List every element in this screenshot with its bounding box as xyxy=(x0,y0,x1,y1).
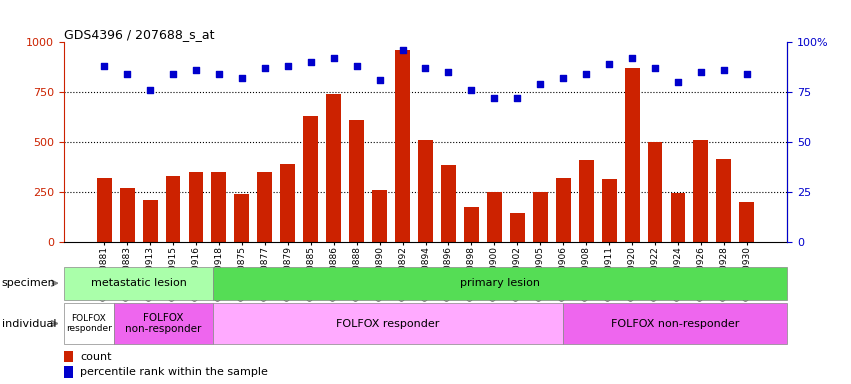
Point xyxy=(258,65,271,71)
Point xyxy=(212,71,226,77)
Point xyxy=(166,71,180,77)
Point xyxy=(442,69,455,75)
Bar xyxy=(211,172,226,242)
Point xyxy=(671,79,685,85)
Text: FOLFOX non-responder: FOLFOX non-responder xyxy=(611,318,740,329)
Bar xyxy=(234,194,249,242)
Point xyxy=(694,69,708,75)
Bar xyxy=(556,178,571,242)
Point xyxy=(488,95,501,101)
Bar xyxy=(257,172,272,242)
Point xyxy=(143,87,157,93)
Bar xyxy=(487,192,502,242)
Point xyxy=(97,63,111,69)
Bar xyxy=(625,68,640,242)
Text: individual: individual xyxy=(2,318,56,329)
Bar xyxy=(64,267,214,300)
Bar xyxy=(510,213,525,242)
Bar xyxy=(372,190,387,242)
Bar xyxy=(579,160,594,242)
Point xyxy=(327,55,340,61)
Bar xyxy=(64,351,73,362)
Point xyxy=(580,71,593,77)
Bar xyxy=(214,267,787,300)
Text: FOLFOX
non-responder: FOLFOX non-responder xyxy=(125,313,202,334)
Point xyxy=(740,71,754,77)
Text: count: count xyxy=(80,352,111,362)
Point xyxy=(625,55,639,61)
Point xyxy=(557,75,570,81)
Bar xyxy=(464,207,479,242)
Point xyxy=(717,67,731,73)
Point xyxy=(648,65,662,71)
Bar xyxy=(648,142,662,242)
Text: primary lesion: primary lesion xyxy=(460,278,540,288)
Bar xyxy=(97,178,111,242)
Bar xyxy=(303,116,318,242)
Point xyxy=(281,63,294,69)
Bar xyxy=(717,159,731,242)
Bar xyxy=(533,192,548,242)
Bar xyxy=(740,202,754,242)
Text: percentile rank within the sample: percentile rank within the sample xyxy=(80,367,268,377)
Point xyxy=(304,59,317,65)
Bar xyxy=(64,303,114,344)
Text: FOLFOX responder: FOLFOX responder xyxy=(336,318,440,329)
Point xyxy=(373,77,386,83)
Bar xyxy=(563,303,787,344)
Point xyxy=(534,81,547,87)
Point xyxy=(235,75,248,81)
Text: specimen: specimen xyxy=(2,278,55,288)
Bar xyxy=(418,140,433,242)
Bar xyxy=(143,200,157,242)
Bar xyxy=(694,140,708,242)
Bar xyxy=(441,165,456,242)
Point xyxy=(465,87,478,93)
Bar xyxy=(166,176,180,242)
Text: metastatic lesion: metastatic lesion xyxy=(91,278,186,288)
Bar xyxy=(114,303,214,344)
Bar xyxy=(671,193,685,242)
Point xyxy=(603,61,616,67)
Text: GDS4396 / 207688_s_at: GDS4396 / 207688_s_at xyxy=(64,28,214,41)
Point xyxy=(350,63,363,69)
Point xyxy=(189,67,203,73)
Bar xyxy=(602,179,617,242)
Bar xyxy=(189,172,203,242)
Point xyxy=(120,71,134,77)
Bar xyxy=(280,164,295,242)
Bar xyxy=(214,303,563,344)
Point xyxy=(396,47,409,53)
Bar xyxy=(64,366,73,377)
Bar xyxy=(349,120,364,242)
Text: FOLFOX
responder: FOLFOX responder xyxy=(66,314,111,333)
Point xyxy=(511,95,524,101)
Bar xyxy=(120,188,134,242)
Bar xyxy=(395,50,410,242)
Point xyxy=(419,65,432,71)
Bar xyxy=(326,94,341,242)
